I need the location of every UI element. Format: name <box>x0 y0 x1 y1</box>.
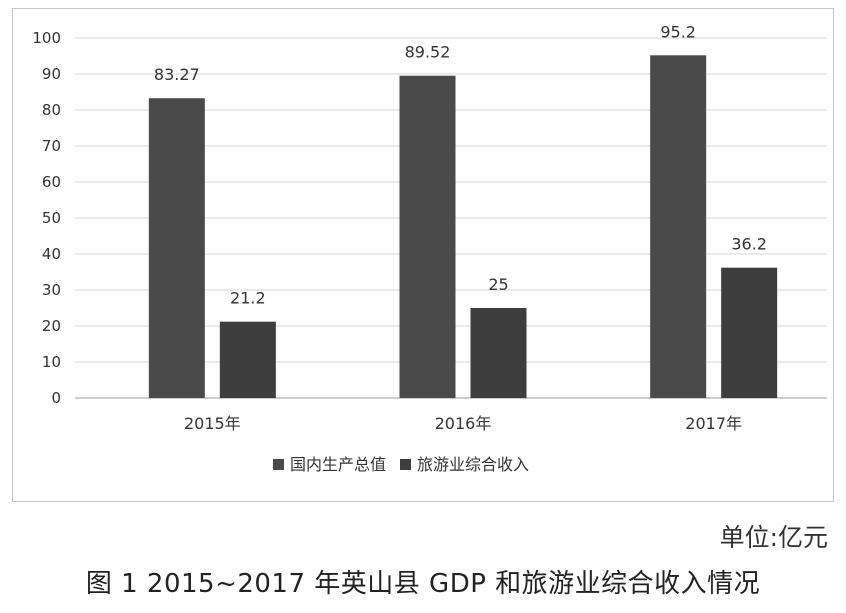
y-tick-label: 40 <box>42 245 61 263</box>
legend-swatch <box>273 459 284 470</box>
x-tick-label: 2017年 <box>685 414 742 433</box>
bar <box>148 98 205 398</box>
figure-caption: 图 1 2015~2017 年英山县 GDP 和旅游业综合收入情况 <box>85 569 761 599</box>
y-tick-label: 30 <box>42 281 61 299</box>
data-label: 36.2 <box>731 235 767 254</box>
y-tick-label: 20 <box>42 317 61 335</box>
bar-chart: 0 10 20 30 40 50 60 70 80 90 100 83.27 21.2 2015年 89.5… <box>32 22 827 474</box>
bar <box>650 55 707 398</box>
data-label: 21.2 <box>230 289 266 308</box>
y-tick-label: 70 <box>42 137 61 155</box>
y-tick-label: 0 <box>51 389 61 407</box>
y-tick-label: 50 <box>42 209 61 227</box>
data-label: 95.2 <box>660 22 696 41</box>
y-tick-label: 60 <box>42 173 61 191</box>
legend-label: 旅游业综合收入 <box>417 455 529 474</box>
y-tick-label: 90 <box>42 65 61 83</box>
bar <box>470 308 527 398</box>
y-tick-label: 100 <box>32 29 61 47</box>
x-tick-label: 2016年 <box>435 414 492 433</box>
legend-swatch <box>400 459 411 470</box>
data-label: 83.27 <box>154 65 200 84</box>
bar <box>399 75 456 398</box>
data-label: 25 <box>488 275 508 294</box>
y-tick-label: 80 <box>42 101 61 119</box>
legend-label: 国内生产总值 <box>290 455 386 474</box>
x-tick-label: 2015年 <box>184 414 241 433</box>
y-tick-label: 10 <box>42 353 61 371</box>
data-label: 89.52 <box>405 43 451 62</box>
bar <box>219 321 276 398</box>
chart-frame: 0 10 20 30 40 50 60 70 80 90 100 83.27 21.2 2015年 89.5… <box>12 8 834 502</box>
bar <box>721 267 778 398</box>
unit-label: 单位:亿元 <box>719 523 828 552</box>
